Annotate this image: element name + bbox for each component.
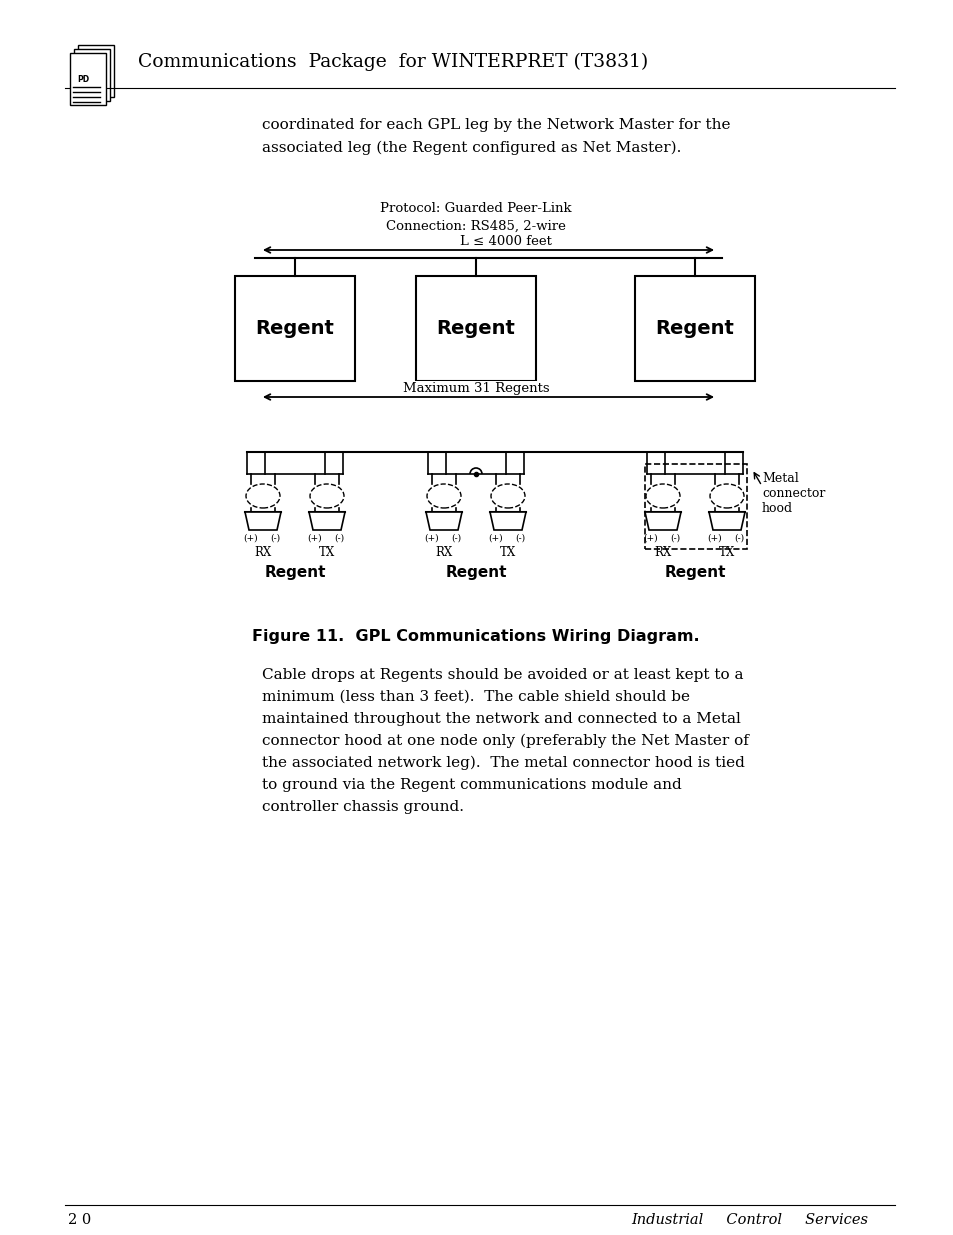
Ellipse shape	[709, 484, 743, 508]
Text: (-): (-)	[733, 534, 743, 542]
Bar	[416, 275, 536, 382]
Text: (+): (+)	[488, 534, 503, 542]
Text: Communications  Package  for WINTERPRET (T3831): Communications Package for WINTERPRET (T…	[138, 53, 648, 72]
Text: RX: RX	[654, 546, 671, 558]
Ellipse shape	[427, 484, 460, 508]
Text: TX: TX	[719, 546, 735, 558]
Text: (+): (+)	[707, 534, 721, 542]
Text: Figure 11.  GPL Communications Wiring Diagram.: Figure 11. GPL Communications Wiring Dia…	[252, 630, 700, 645]
Bar	[234, 275, 355, 382]
Text: Regent: Regent	[655, 319, 734, 337]
Text: TX: TX	[499, 546, 516, 558]
Text: Maximum 31 Regents: Maximum 31 Regents	[402, 382, 549, 395]
Text: 2 0: 2 0	[68, 1213, 91, 1228]
Text: Regent: Regent	[663, 564, 725, 579]
Text: minimum (less than 3 feet).  The cable shield should be: minimum (less than 3 feet). The cable sh…	[262, 690, 689, 704]
Polygon shape	[309, 513, 345, 530]
Ellipse shape	[645, 484, 679, 508]
Text: coordinated for each GPL leg by the Network Master for the: coordinated for each GPL leg by the Netw…	[262, 119, 730, 132]
Text: (+): (+)	[243, 534, 258, 542]
Text: Industrial     Control     Services: Industrial Control Services	[631, 1213, 867, 1228]
Polygon shape	[426, 513, 461, 530]
Text: Regent: Regent	[264, 564, 325, 579]
Text: to ground via the Regent communications module and: to ground via the Regent communications …	[262, 778, 681, 792]
Text: associated leg (the Regent configured as Net Master).: associated leg (the Regent configured as…	[262, 141, 680, 156]
Text: PD: PD	[77, 74, 89, 84]
Ellipse shape	[491, 484, 524, 508]
Polygon shape	[644, 513, 680, 530]
Ellipse shape	[246, 484, 280, 508]
Text: (-): (-)	[669, 534, 679, 542]
Text: Metal
connector
hood: Metal connector hood	[761, 472, 824, 515]
Polygon shape	[245, 513, 281, 530]
Text: Cable drops at Regents should be avoided or at least kept to a: Cable drops at Regents should be avoided…	[262, 668, 742, 682]
Text: RX: RX	[435, 546, 452, 558]
Text: maintained throughout the network and connected to a Metal: maintained throughout the network and co…	[262, 713, 740, 726]
Text: (+): (+)	[643, 534, 658, 542]
Text: (-): (-)	[334, 534, 344, 542]
Text: (+): (+)	[424, 534, 438, 542]
Bar	[78, 44, 113, 98]
Text: controller chassis ground.: controller chassis ground.	[262, 800, 463, 814]
Text: Protocol: Guarded Peer-Link: Protocol: Guarded Peer-Link	[380, 201, 571, 215]
Polygon shape	[708, 513, 744, 530]
Bar	[74, 49, 110, 101]
Text: Regent: Regent	[436, 319, 515, 337]
Text: Connection: RS485, 2-wire: Connection: RS485, 2-wire	[386, 220, 565, 232]
Text: (-): (-)	[270, 534, 280, 542]
Bar	[70, 53, 106, 105]
Text: the associated network leg).  The metal connector hood is tied: the associated network leg). The metal c…	[262, 756, 744, 771]
Bar	[635, 275, 754, 382]
Text: (+): (+)	[308, 534, 322, 542]
Text: (-): (-)	[451, 534, 460, 542]
Text: Regent: Regent	[255, 319, 335, 337]
Text: TX: TX	[318, 546, 335, 558]
Text: connector hood at one node only (preferably the Net Master of: connector hood at one node only (prefera…	[262, 734, 748, 748]
Text: L ≤ 4000 feet: L ≤ 4000 feet	[459, 235, 552, 248]
Polygon shape	[490, 513, 525, 530]
Text: Regent: Regent	[445, 564, 506, 579]
Text: (-): (-)	[515, 534, 524, 542]
Ellipse shape	[310, 484, 344, 508]
Text: RX: RX	[254, 546, 272, 558]
